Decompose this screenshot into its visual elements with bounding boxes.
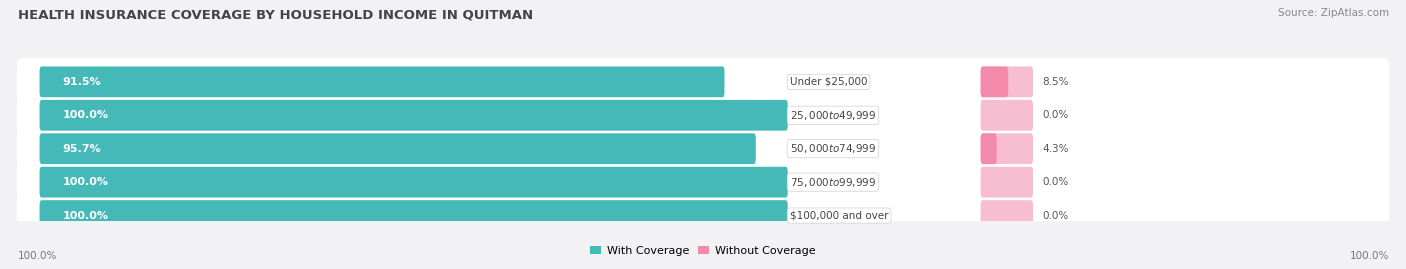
FancyBboxPatch shape (980, 100, 1033, 131)
FancyBboxPatch shape (17, 158, 1389, 206)
Text: 100.0%: 100.0% (62, 177, 108, 187)
FancyBboxPatch shape (980, 66, 1008, 97)
Text: $50,000 to $74,999: $50,000 to $74,999 (790, 142, 876, 155)
Text: Source: ZipAtlas.com: Source: ZipAtlas.com (1278, 8, 1389, 18)
FancyBboxPatch shape (980, 133, 1033, 164)
Text: $25,000 to $49,999: $25,000 to $49,999 (790, 109, 876, 122)
FancyBboxPatch shape (39, 200, 787, 231)
Text: $75,000 to $99,999: $75,000 to $99,999 (790, 176, 876, 189)
Legend: With Coverage, Without Coverage: With Coverage, Without Coverage (588, 243, 818, 258)
Text: 0.0%: 0.0% (1042, 177, 1069, 187)
Text: 100.0%: 100.0% (1350, 251, 1389, 261)
Text: 95.7%: 95.7% (62, 144, 101, 154)
FancyBboxPatch shape (980, 200, 1033, 231)
FancyBboxPatch shape (39, 133, 756, 164)
Text: 4.3%: 4.3% (1042, 144, 1069, 154)
FancyBboxPatch shape (39, 100, 787, 131)
Text: 100.0%: 100.0% (18, 251, 58, 261)
FancyBboxPatch shape (39, 66, 724, 97)
Text: Under $25,000: Under $25,000 (790, 77, 868, 87)
FancyBboxPatch shape (39, 167, 787, 197)
FancyBboxPatch shape (980, 133, 997, 164)
FancyBboxPatch shape (980, 66, 1033, 97)
FancyBboxPatch shape (17, 91, 1389, 139)
FancyBboxPatch shape (17, 192, 1389, 239)
Text: 100.0%: 100.0% (62, 211, 108, 221)
Text: 0.0%: 0.0% (1042, 211, 1069, 221)
Text: 8.5%: 8.5% (1042, 77, 1069, 87)
Text: 100.0%: 100.0% (62, 110, 108, 120)
FancyBboxPatch shape (980, 167, 1033, 197)
FancyBboxPatch shape (17, 58, 1389, 106)
Text: $100,000 and over: $100,000 and over (790, 211, 889, 221)
FancyBboxPatch shape (17, 125, 1389, 172)
Text: 0.0%: 0.0% (1042, 110, 1069, 120)
Text: 91.5%: 91.5% (62, 77, 101, 87)
Text: HEALTH INSURANCE COVERAGE BY HOUSEHOLD INCOME IN QUITMAN: HEALTH INSURANCE COVERAGE BY HOUSEHOLD I… (18, 8, 533, 21)
